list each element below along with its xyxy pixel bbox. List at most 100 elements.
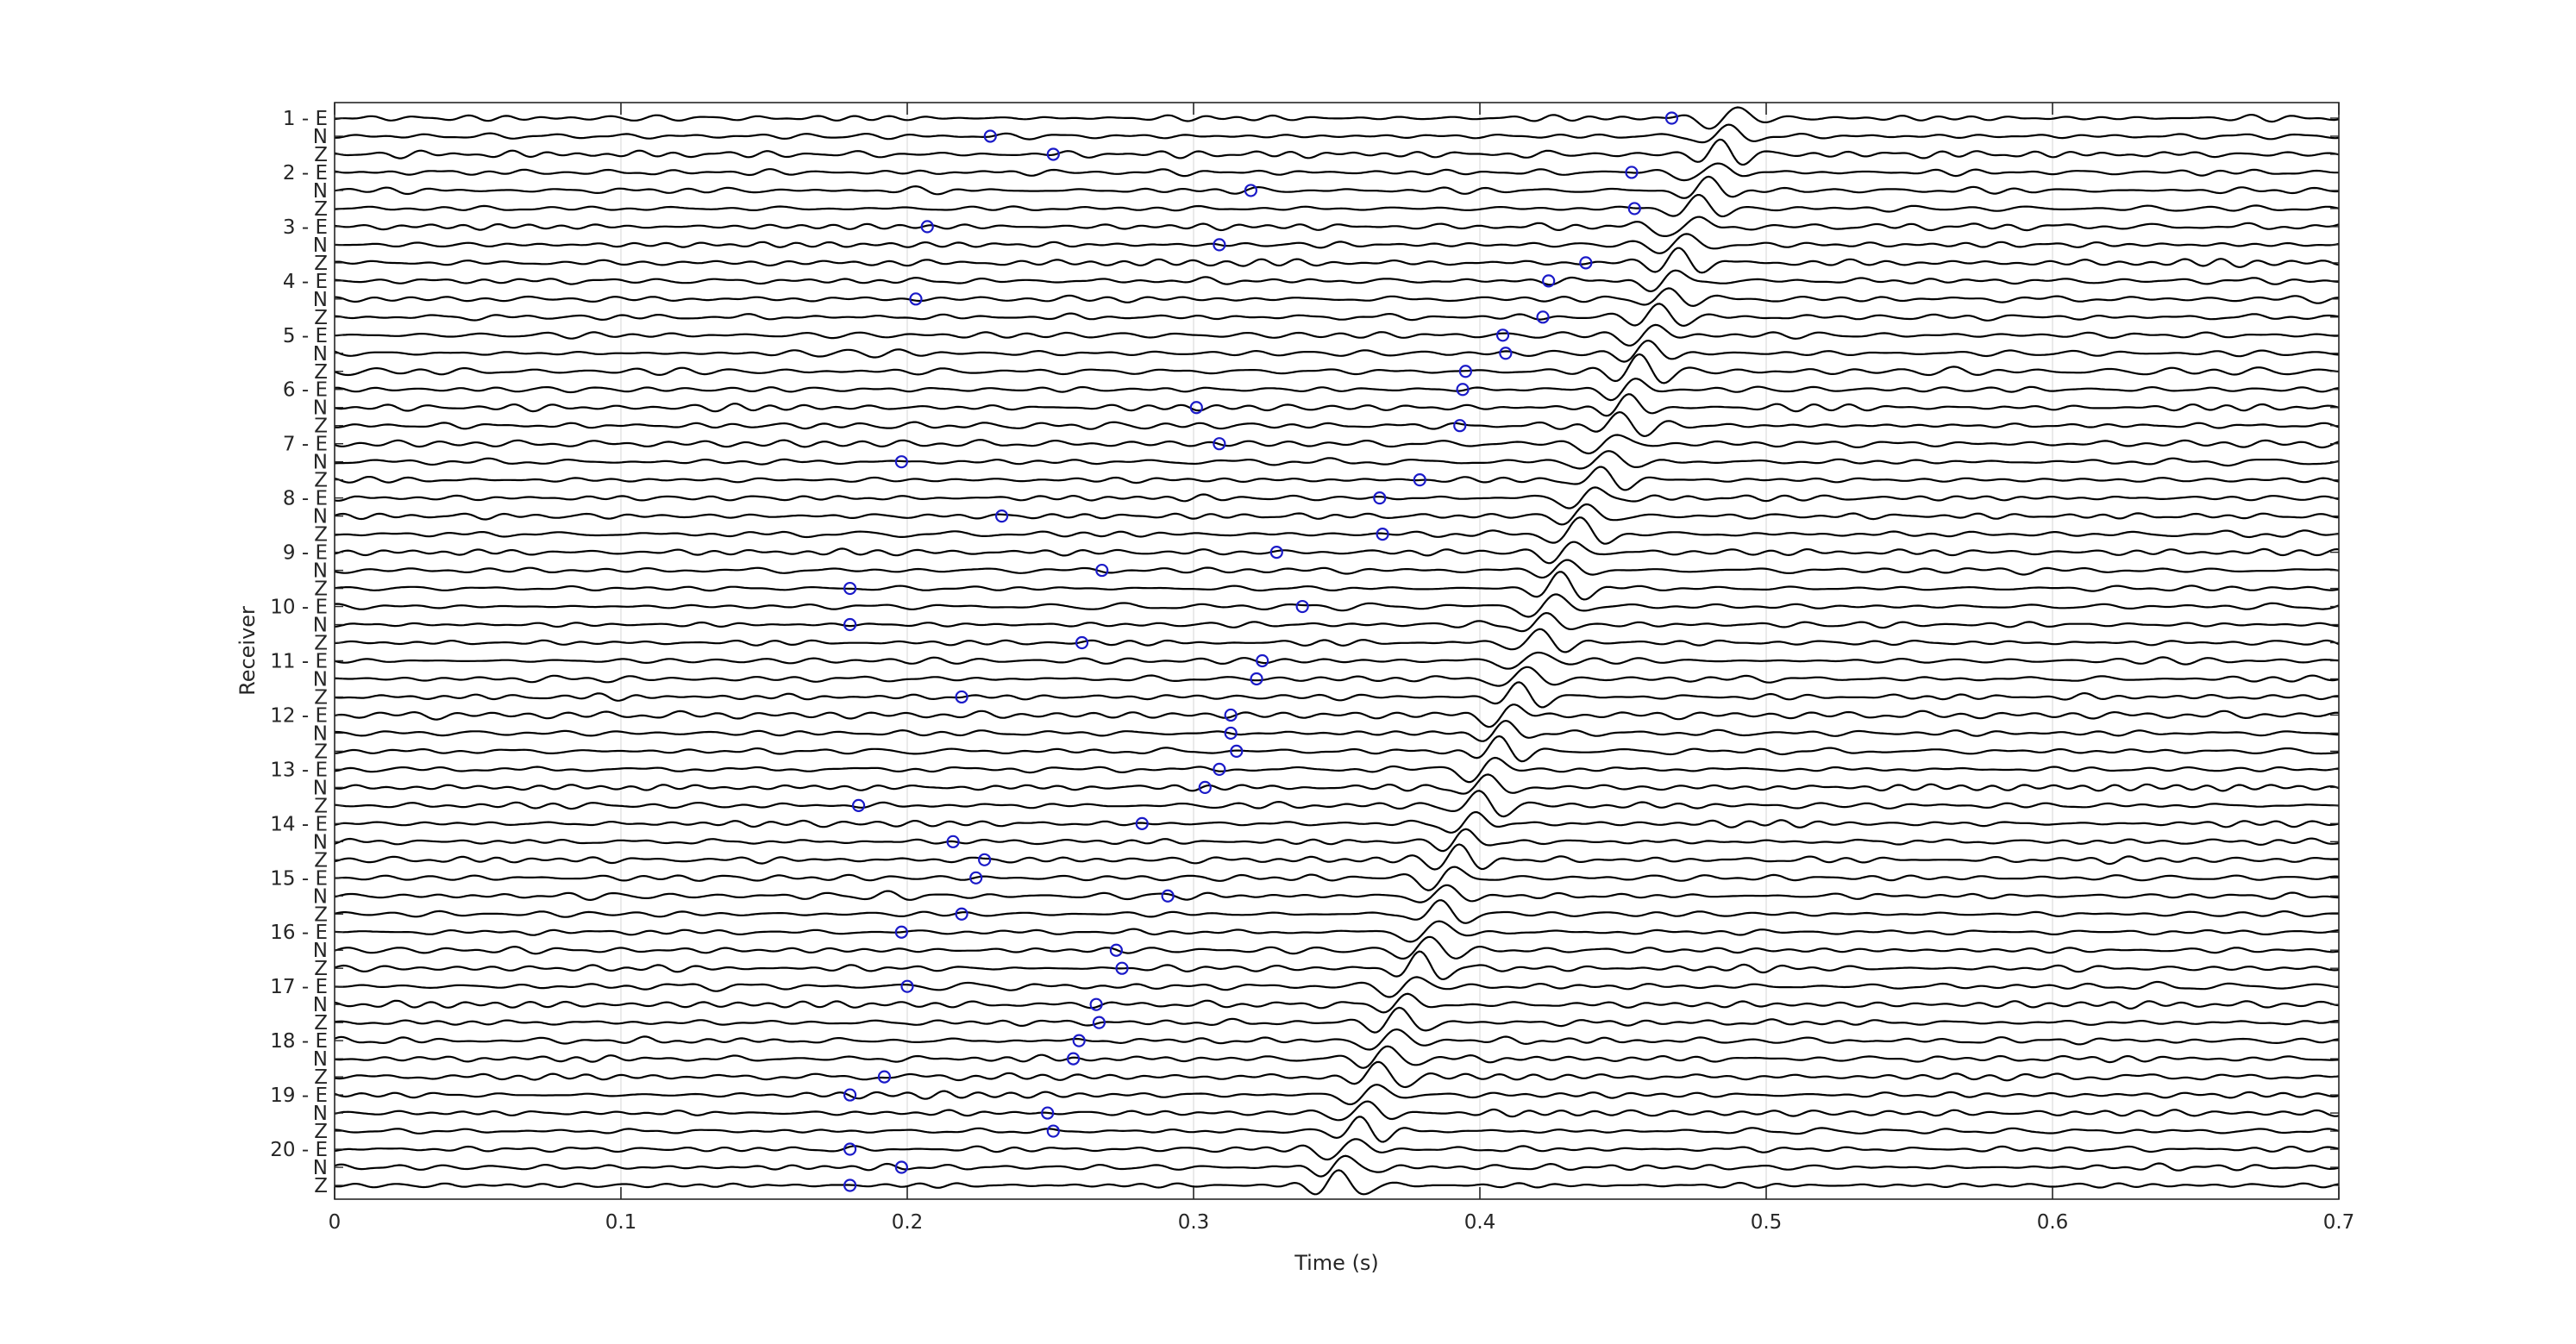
y-trace-label: 18 - E <box>270 1030 328 1053</box>
trace-line <box>334 339 2340 363</box>
y-trace-label: N <box>313 1157 328 1179</box>
pick-marker <box>1198 780 1212 794</box>
trace-line <box>334 1045 2340 1069</box>
trace-line <box>334 138 2340 166</box>
trace-line <box>334 828 2340 853</box>
y-trace-label: Z <box>314 524 328 547</box>
y-trace-label: N <box>313 722 328 745</box>
trace-line <box>334 899 2339 924</box>
trace-line <box>334 843 2339 871</box>
pick-marker <box>1224 708 1238 722</box>
y-trace-label: N <box>313 506 328 528</box>
trace-line <box>334 1100 2340 1122</box>
y-trace-label: 12 - E <box>270 704 328 727</box>
pick-marker <box>983 129 997 143</box>
trace-line <box>334 247 2340 274</box>
trace-line <box>334 175 2340 199</box>
trace-line <box>334 1138 2340 1161</box>
y-trace-label: Z <box>314 686 328 709</box>
trace-line <box>334 393 2340 417</box>
pick-marker <box>1213 437 1226 451</box>
pick-marker <box>1625 166 1639 179</box>
pick-marker <box>969 871 983 885</box>
trace-line <box>334 790 2340 818</box>
pick-marker <box>1627 202 1641 216</box>
pick-marker <box>900 979 914 993</box>
y-trace-label: 17 - E <box>270 976 328 998</box>
trace-line <box>334 681 2339 709</box>
y-trace-label: 10 - E <box>270 597 328 619</box>
pick-marker <box>1109 943 1123 957</box>
pick-marker <box>1046 1124 1060 1138</box>
pick-marker <box>1213 238 1226 252</box>
trace-line <box>334 378 2340 402</box>
pick-marker <box>843 1178 857 1192</box>
pick-marker <box>920 220 934 234</box>
pick-marker <box>1536 310 1550 324</box>
trace-line <box>334 1006 2339 1034</box>
y-trace-label: N <box>313 289 328 311</box>
trace-line <box>334 516 2340 545</box>
y-trace-label: Z <box>314 578 328 601</box>
trace-line <box>334 628 2340 653</box>
y-trace-label: N <box>313 615 328 637</box>
trace-line <box>334 434 2340 455</box>
pick-marker <box>1189 401 1203 415</box>
trace-line <box>334 1028 2340 1051</box>
trace-line <box>334 920 2340 943</box>
pick-marker <box>1244 184 1258 197</box>
pick-marker <box>1458 365 1473 378</box>
y-trace-label: Z <box>314 1121 328 1143</box>
pick-marker <box>1095 563 1109 578</box>
y-trace-label: Z <box>314 253 328 275</box>
trace-line <box>334 353 2340 384</box>
pick-marker <box>978 853 992 866</box>
y-trace-label: Z <box>314 1012 328 1035</box>
x-tick-label: 0.2 <box>892 1211 924 1234</box>
trace-line <box>334 503 2340 526</box>
trace-line <box>334 410 2340 438</box>
pick-marker <box>851 798 866 812</box>
axes-box <box>334 102 2340 1200</box>
y-trace-label: N <box>313 397 328 420</box>
x-tick-label: 0.7 <box>2323 1211 2355 1234</box>
x-tick-label: 0.3 <box>1178 1211 1210 1234</box>
pick-marker <box>1376 528 1389 541</box>
y-trace-label: N <box>313 668 328 691</box>
y-trace-label: N <box>313 126 328 148</box>
y-trace-label: N <box>313 831 328 853</box>
trace-line <box>334 992 2340 1014</box>
y-trace-label: Z <box>314 958 328 980</box>
y-trace-label: 19 - E <box>270 1085 328 1107</box>
y-trace-label: Z <box>314 307 328 329</box>
pick-marker <box>1495 328 1510 342</box>
y-trace-label: Z <box>314 1066 328 1089</box>
x-tick-label: 0.5 <box>1751 1211 1783 1234</box>
y-trace-label: N <box>313 560 328 583</box>
y-trace-label: 8 - E <box>283 488 328 510</box>
trace-line <box>334 611 2340 633</box>
trace-line <box>334 269 2340 293</box>
pick-marker <box>1046 147 1060 161</box>
y-trace-label: 9 - E <box>283 542 328 565</box>
trace-line <box>334 194 2340 218</box>
pick-layer <box>843 111 1679 1192</box>
trace-layer <box>334 106 2340 1196</box>
trace-line <box>334 287 2340 308</box>
x-axis-ticks: 0 0.1 0.2 0.3 0.4 0.5 0.6 0.7 <box>329 103 2355 1234</box>
y-trace-label: N <box>313 1048 328 1071</box>
trace-line <box>334 884 2340 903</box>
y-axis-label: Receiver <box>235 606 260 696</box>
y-trace-label: 13 - E <box>270 759 328 781</box>
pick-marker <box>1664 111 1679 125</box>
pick-marker <box>1269 545 1283 559</box>
y-trace-label: 2 - E <box>283 162 328 184</box>
pick-marker <box>1092 1016 1106 1029</box>
pick-marker <box>1453 419 1467 433</box>
y-trace-label: N <box>313 1103 328 1125</box>
pick-marker <box>1256 653 1269 668</box>
y-trace-label: 4 - E <box>283 271 328 293</box>
x-tick-label: 0 <box>329 1211 342 1234</box>
pick-marker <box>843 617 857 632</box>
